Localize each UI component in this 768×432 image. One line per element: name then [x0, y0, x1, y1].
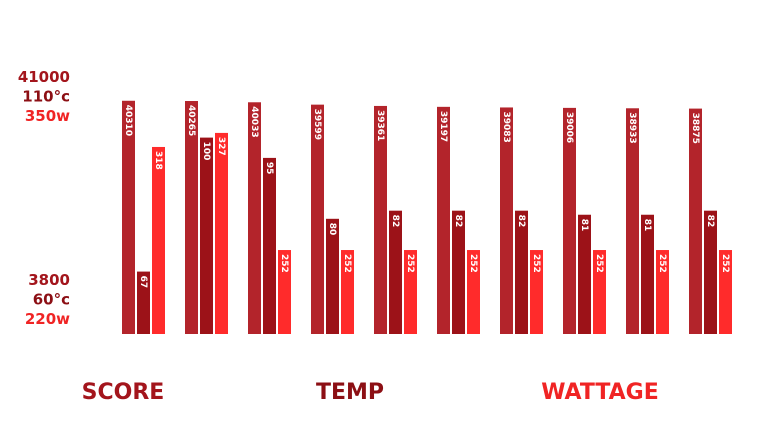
bar: [626, 108, 639, 334]
y-tick-label: 41000: [18, 68, 70, 86]
bar: [719, 250, 732, 334]
value-label: 39197: [438, 111, 448, 142]
bar: [389, 210, 402, 334]
bar: [437, 106, 450, 334]
value-label: 252: [342, 254, 352, 273]
value-label: 252: [468, 254, 478, 273]
legend-label: WATTAGE: [541, 380, 659, 405]
value-label: 67: [138, 276, 148, 289]
bar: [185, 101, 198, 334]
bar: [122, 100, 135, 334]
value-label: 252: [657, 254, 667, 273]
bar: [467, 250, 480, 334]
value-label: 38875: [690, 113, 700, 144]
value-label: 40033: [249, 106, 259, 137]
value-label: 252: [405, 254, 415, 273]
bar: [452, 210, 465, 334]
bar: [641, 214, 654, 334]
value-label: 95: [264, 162, 274, 175]
value-label: 252: [720, 254, 730, 273]
value-label: 82: [453, 215, 463, 228]
value-label: 40310: [123, 105, 133, 136]
value-label: 39006: [564, 112, 574, 143]
y-tick-label: 110°c: [22, 88, 70, 106]
bar: [311, 104, 324, 335]
value-label: 39083: [501, 111, 511, 142]
bar: [500, 107, 513, 334]
bar: [656, 250, 669, 334]
value-label: 81: [642, 219, 652, 232]
bar: [563, 107, 576, 335]
bar: [374, 105, 387, 335]
value-label: 327: [216, 137, 226, 156]
value-label: 38933: [627, 112, 637, 143]
bar: [278, 250, 291, 334]
value-label: 40265: [186, 105, 196, 136]
bar: [137, 271, 150, 334]
bar: [689, 108, 702, 334]
bar: [704, 210, 717, 334]
value-label: 82: [705, 215, 715, 228]
y-tick-label: 60°c: [33, 291, 70, 309]
bar: [593, 250, 606, 334]
value-label: 80: [327, 223, 337, 236]
value-label: 81: [579, 219, 589, 232]
value-label: 252: [594, 254, 604, 273]
bar: [578, 214, 591, 334]
value-label: 39361: [375, 110, 385, 141]
bar: [263, 157, 276, 334]
bar: [326, 218, 339, 334]
legend-label: SCORE: [82, 380, 165, 405]
bar: [530, 250, 543, 334]
y-tick-label: 350w: [25, 107, 70, 125]
value-label: 82: [516, 215, 526, 228]
bar: [152, 146, 165, 334]
value-label: 100: [201, 142, 211, 161]
bar: [215, 132, 228, 334]
bar: [515, 210, 528, 334]
y-tick-label: 3800: [28, 271, 70, 289]
value-label: 318: [153, 151, 163, 170]
y-tick-label: 220w: [25, 310, 70, 328]
bar: [341, 250, 354, 334]
value-label: 82: [390, 215, 400, 228]
bar: [404, 250, 417, 334]
bar: [248, 102, 261, 334]
value-label: 252: [279, 254, 289, 273]
value-label: 252: [531, 254, 541, 273]
value-label: 39599: [312, 109, 322, 140]
legend-label: TEMP: [316, 380, 384, 405]
bar: [200, 137, 213, 334]
